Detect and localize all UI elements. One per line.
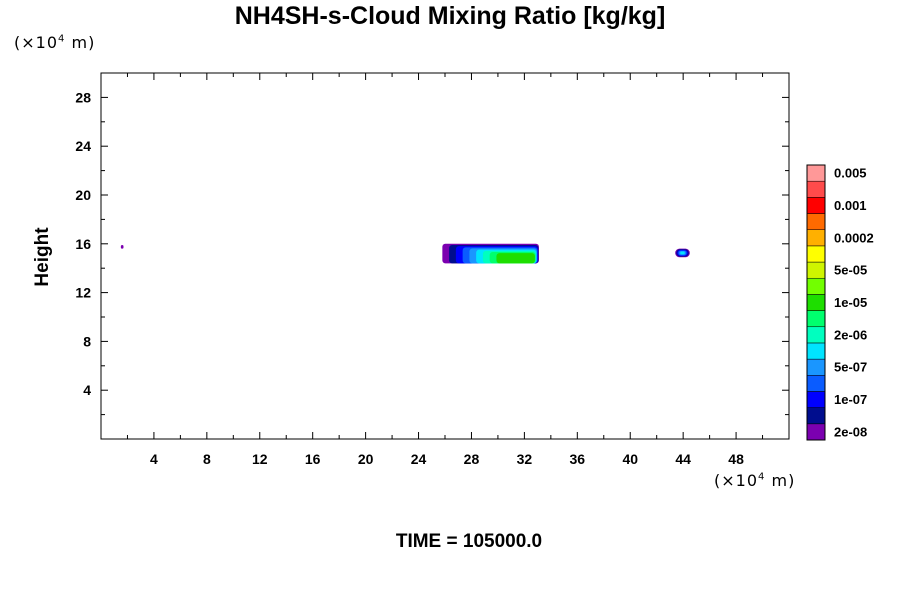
y-unit-suffix: m) xyxy=(65,33,96,52)
colorbar-label: 2e-08 xyxy=(834,424,867,439)
colorbar: 2e-08 1e-07 5e-07 2e-06 1e-05 5e-05 0.0002 0.00… xyxy=(806,164,874,441)
y-tick-label: 20 xyxy=(75,187,91,203)
x-tick-label: 4 xyxy=(150,451,158,467)
colorbar-box xyxy=(806,164,826,182)
cloud-level-5 xyxy=(680,251,685,255)
colorbar-label: 0.0002 xyxy=(834,230,874,245)
colorbar-box xyxy=(806,358,826,376)
y-tick-label: 16 xyxy=(75,236,91,252)
colorbar-box xyxy=(806,391,826,408)
colorbar-box xyxy=(806,213,826,230)
x-tick-label: 8 xyxy=(203,451,211,467)
colorbar-label: 1e-07 xyxy=(834,392,867,407)
x-tick-label: 12 xyxy=(252,451,268,467)
colorbar-box xyxy=(806,375,826,392)
x-tick-label: 44 xyxy=(675,451,691,467)
y-unit-exponent: 4 xyxy=(58,33,66,45)
cloud-level-8 xyxy=(496,253,535,264)
y-tick-label: 24 xyxy=(75,138,91,154)
colorbar-label: 5e-05 xyxy=(834,263,867,278)
chart-title: NH4SH-s-Cloud Mixing Ratio [kg/kg] xyxy=(234,2,666,30)
x-tick-label: 20 xyxy=(358,451,374,467)
y-tick-label: 8 xyxy=(83,333,91,349)
colorbar-box xyxy=(806,180,826,198)
colorbar-label: 0.005 xyxy=(834,166,867,181)
colorbar-label: 2e-06 xyxy=(834,327,867,342)
y-tick-label: 4 xyxy=(83,382,91,398)
cloud-level-0 xyxy=(120,245,124,249)
colorbar-label: 1e-05 xyxy=(834,295,867,310)
x-unit-prefix: (×10 xyxy=(714,471,759,490)
colorbar-box xyxy=(806,310,826,328)
y-tick-label: 28 xyxy=(75,89,91,105)
colorbar-box xyxy=(806,277,826,295)
cloud-feature xyxy=(442,243,539,264)
x-unit-exponent: 4 xyxy=(758,471,766,483)
x-tick-label: 16 xyxy=(305,451,321,467)
colorbar-box xyxy=(806,407,826,425)
colorbar-box xyxy=(806,229,826,247)
y-unit-prefix: (×10 xyxy=(14,33,59,52)
time-label: TIME = 105000.0 xyxy=(395,531,543,552)
colorbar-box xyxy=(806,261,826,279)
x-tick-label: 40 xyxy=(622,451,638,467)
cloud-feature xyxy=(675,248,690,258)
y-axis-unit: (×104 m) xyxy=(14,33,95,52)
colorbar-label: 0.001 xyxy=(834,198,867,213)
colorbar-box xyxy=(806,423,826,441)
colorbar-box xyxy=(806,342,826,360)
colorbar-box xyxy=(806,245,826,263)
x-tick-label: 48 xyxy=(728,451,744,467)
colorbar-box xyxy=(806,197,826,214)
x-unit-suffix: m) xyxy=(765,471,796,490)
colorbar-box xyxy=(806,326,826,344)
cloud-feature xyxy=(120,245,124,249)
x-tick-label: 24 xyxy=(411,451,427,467)
y-tick-label: 12 xyxy=(75,285,91,301)
colorbar-frame xyxy=(806,164,826,441)
colorbar-box xyxy=(806,294,826,311)
x-tick-label: 28 xyxy=(464,451,480,467)
x-tick-label: 32 xyxy=(517,451,533,467)
x-tick-label: 36 xyxy=(570,451,586,467)
colorbar-label: 5e-07 xyxy=(834,360,867,375)
x-axis-unit: (×104 m) xyxy=(714,471,795,490)
